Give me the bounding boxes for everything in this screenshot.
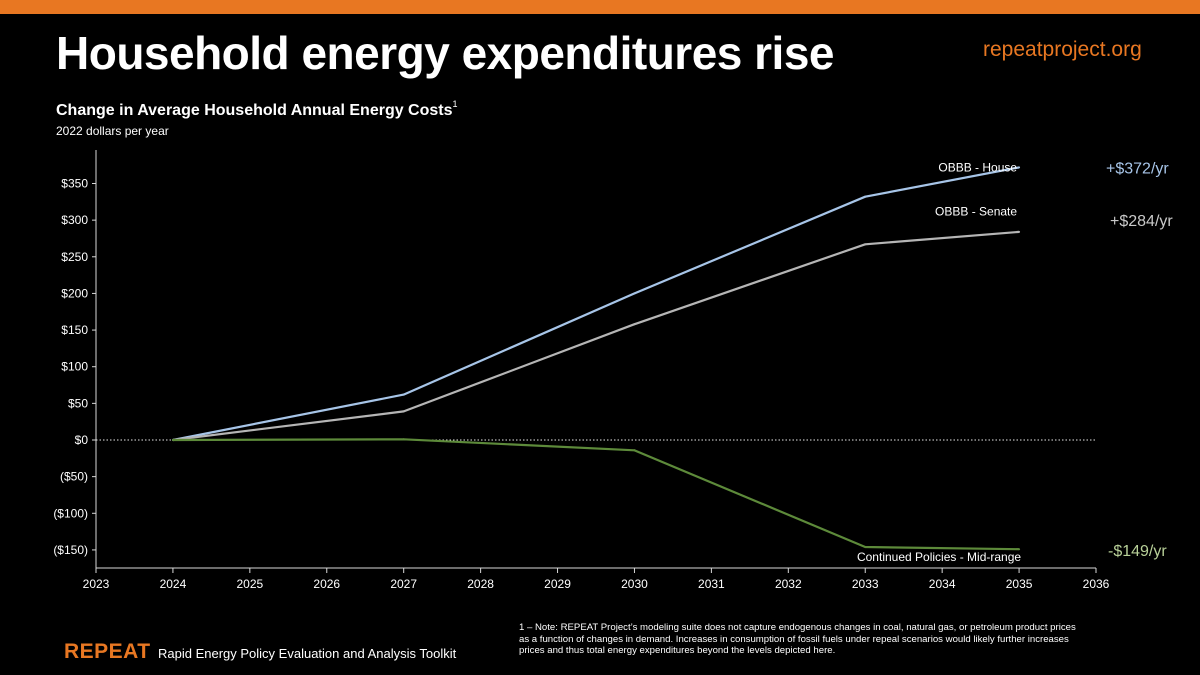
chart-title: Change in Average Household Annual Energ…	[56, 99, 458, 120]
data-point-house	[633, 292, 636, 295]
data-point-house	[402, 393, 405, 396]
data-point-continued-policies	[402, 438, 405, 441]
data-point-senate	[864, 243, 867, 246]
chart-title-text: Change in Average Household Annual Energ…	[56, 102, 453, 119]
x-tick-label: 2035	[1006, 577, 1033, 591]
x-tick-label: 2030	[621, 577, 648, 591]
x-tick-label: 2028	[467, 577, 494, 591]
y-tick-label: $150	[61, 323, 88, 337]
data-point-continued-policies	[864, 545, 867, 548]
y-tick-label: ($50)	[60, 470, 88, 484]
y-tick-label: $300	[61, 213, 88, 227]
series-end-value-continued-policies: -$149/yr	[1108, 543, 1167, 560]
repeat-logo: REPEAT	[64, 640, 151, 663]
y-tick-label: ($100)	[53, 506, 88, 520]
y-tick-label: $50	[68, 396, 88, 410]
data-point-continued-policies	[1018, 548, 1021, 551]
y-tick-label: $0	[75, 433, 89, 447]
chart-subtitle: 2022 dollars per year	[56, 124, 169, 138]
data-point-house	[864, 195, 867, 198]
x-tick-label: 2027	[390, 577, 417, 591]
slide-headline: Household energy expenditures rise	[56, 27, 835, 79]
y-tick-label: $250	[61, 250, 88, 264]
top-accent-bar	[0, 0, 1200, 14]
footnote: 1 – Note: REPEAT Project’s modeling suit…	[519, 622, 1076, 656]
repeat-full-name: Rapid Energy Policy Evaluation and Analy…	[158, 646, 457, 661]
series-line-continued-policies	[172, 438, 1020, 551]
y-tick-label: $200	[61, 286, 88, 300]
x-tick-label: 2034	[929, 577, 956, 591]
series-name-label-house: OBBB - House	[938, 160, 1017, 174]
x-tick-label: 2026	[313, 577, 340, 591]
series-end-value-senate: +$284/yr	[1110, 213, 1173, 230]
y-tick-label: $100	[61, 360, 88, 374]
x-tick-label: 2036	[1083, 577, 1110, 591]
data-point-continued-policies	[171, 439, 174, 441]
series-name-label-senate: OBBB - Senate	[935, 205, 1017, 219]
x-tick-label: 2024	[160, 577, 187, 591]
series-name-label-continued-policies: Continued Policies - Mid-range	[857, 550, 1021, 564]
x-tick-label: 2029	[544, 577, 571, 591]
series-line-house	[172, 166, 1020, 442]
data-point-senate	[633, 323, 636, 326]
x-tick-label: 2025	[236, 577, 263, 591]
data-point-house	[1018, 166, 1021, 169]
x-tick-label: 2031	[698, 577, 725, 591]
data-point-senate	[402, 410, 405, 413]
y-tick-label: $350	[61, 177, 88, 191]
series-line-senate	[172, 230, 1020, 442]
x-tick-label: 2033	[852, 577, 879, 591]
x-tick-label: 2032	[775, 577, 802, 591]
data-point-continued-policies	[633, 449, 636, 452]
footnote-marker: 1	[452, 99, 458, 109]
data-point-senate	[1018, 230, 1021, 233]
series-end-value-house: +$372/yr	[1106, 160, 1169, 177]
website-label: repeatproject.org	[983, 38, 1142, 61]
y-tick-label: ($150)	[53, 543, 88, 557]
x-tick-label: 2023	[83, 577, 110, 591]
